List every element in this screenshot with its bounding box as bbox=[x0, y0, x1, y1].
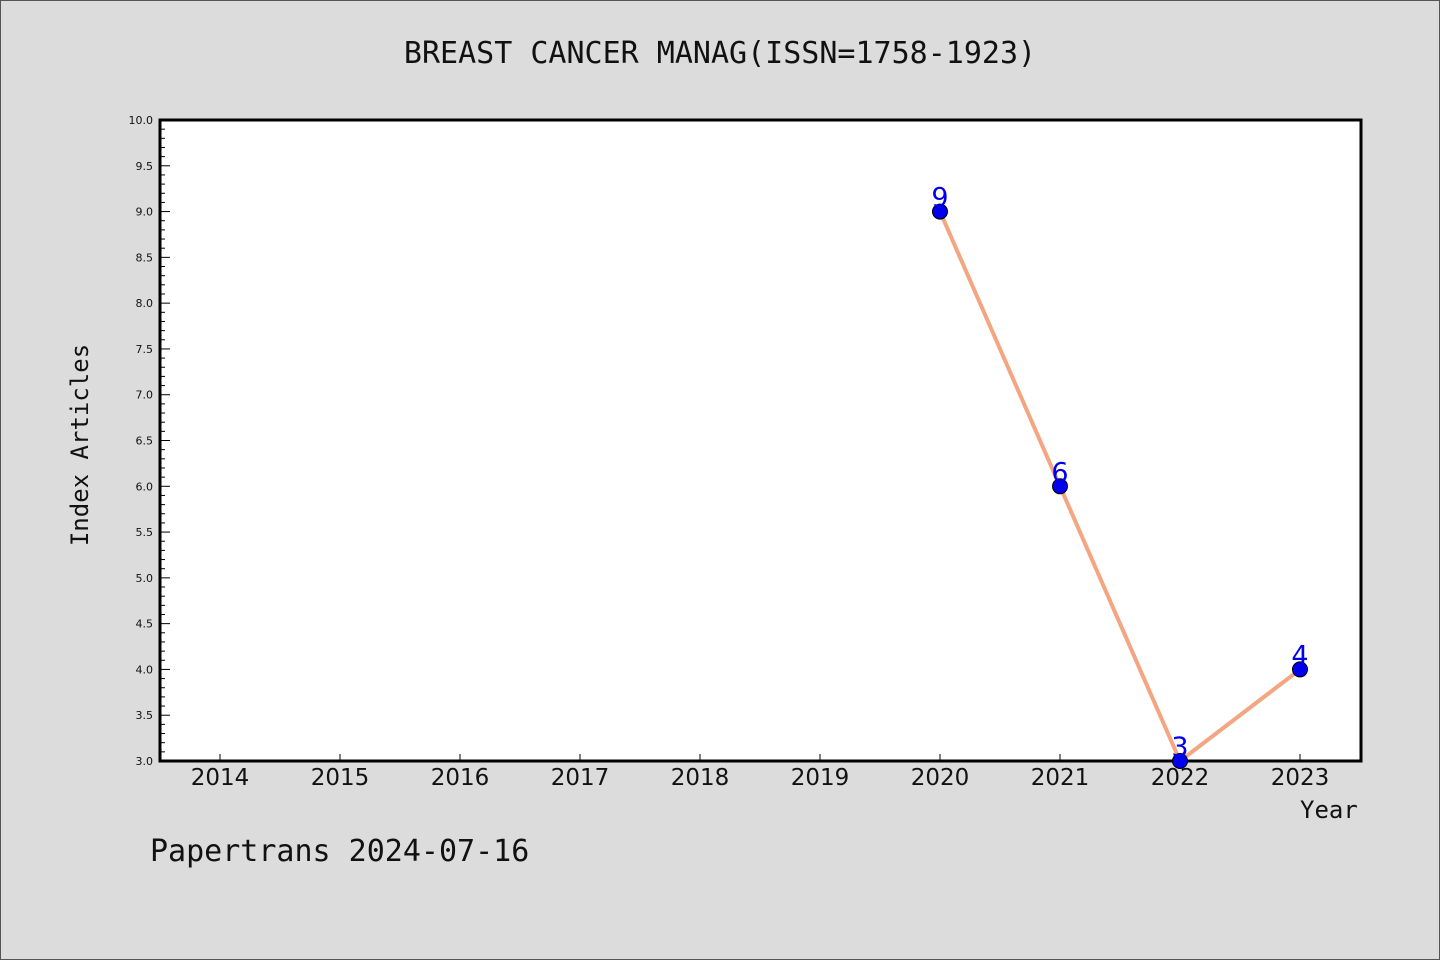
x-tick-label: 2017 bbox=[551, 765, 610, 791]
y-tick-label: 4.0 bbox=[136, 663, 154, 676]
y-tick-label: 4.5 bbox=[136, 618, 154, 631]
x-tick-label: 2020 bbox=[911, 765, 970, 791]
y-tick-label: 10.0 bbox=[129, 114, 154, 127]
x-tick-label: 2022 bbox=[1151, 765, 1210, 791]
y-tick-label: 9.0 bbox=[136, 206, 154, 219]
data-point-marker bbox=[1292, 661, 1308, 678]
x-tick-label: 2018 bbox=[671, 765, 730, 791]
x-tick-label: 2014 bbox=[191, 765, 250, 791]
series-line bbox=[938, 210, 1302, 763]
data-point-marker bbox=[1052, 478, 1068, 495]
x-tick-label: 2015 bbox=[311, 765, 370, 791]
x-tick-label: 2021 bbox=[1031, 765, 1090, 791]
y-tick-label: 8.5 bbox=[136, 251, 154, 264]
y-tick-label: 8.0 bbox=[136, 297, 154, 310]
data-label: 3 bbox=[1171, 732, 1188, 763]
y-tick-label: 7.0 bbox=[136, 389, 154, 402]
y-tick-label: 9.5 bbox=[136, 160, 154, 173]
y-tick-label: 7.5 bbox=[136, 343, 154, 356]
x-axis-label: Year bbox=[1300, 796, 1358, 824]
x-tick-label: 2023 bbox=[1271, 765, 1330, 791]
x-tick-label: 2016 bbox=[431, 765, 490, 791]
data-point-marker bbox=[932, 203, 948, 220]
plot-area bbox=[158, 118, 1363, 763]
data-label: 4 bbox=[1291, 640, 1308, 671]
data-label: 9 bbox=[931, 183, 948, 214]
y-tick-label: 3.0 bbox=[136, 755, 154, 768]
y-tick-label: 5.0 bbox=[136, 572, 154, 585]
data-point-marker bbox=[1172, 753, 1188, 769]
series-index-articles: 9 6 3 4 bbox=[931, 183, 1309, 769]
x-tick-label: 2019 bbox=[791, 765, 850, 791]
y-tick-label: 6.0 bbox=[136, 480, 154, 493]
data-label: 6 bbox=[1051, 457, 1068, 488]
x-axis-ticks: 2014 2015 2016 2017 2018 2019 2020 2021 2022 2023 bbox=[191, 754, 1330, 791]
chart-title: BREAST CANCER MANAG(ISSN=1758-1923) bbox=[403, 36, 1037, 71]
y-tick-label: 5.5 bbox=[136, 526, 154, 539]
y-tick-label: 6.5 bbox=[136, 435, 154, 448]
y-tick-label: 3.5 bbox=[136, 709, 154, 722]
footer-note: Papertrans 2024-07-16 bbox=[150, 834, 530, 869]
y-axis-ticks: 3.0 3.5 4.0 4.5 5.0 5.5 6.0 6.5 7.0 7.5 8.0 8.5 9.0 9… bbox=[129, 114, 170, 768]
